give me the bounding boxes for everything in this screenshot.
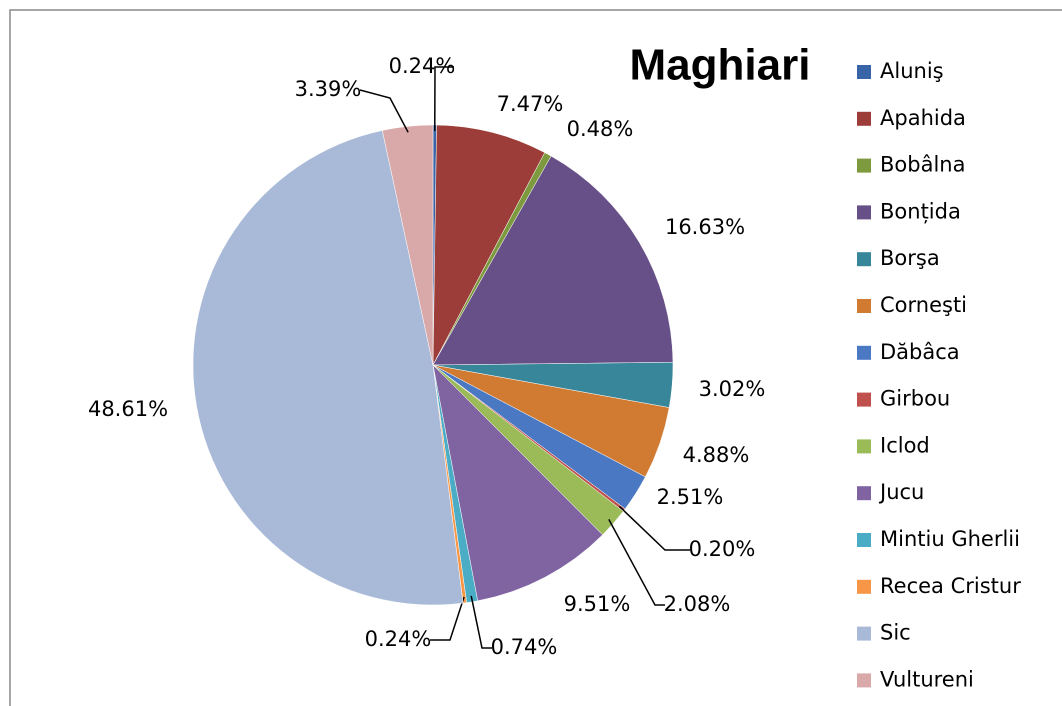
- legend-swatch: [857, 626, 871, 641]
- data-label: 2.51%: [657, 485, 724, 509]
- data-label: 0.74%: [491, 635, 558, 659]
- leader-line: [470, 595, 492, 649]
- legend-label: Aluniş: [880, 59, 944, 83]
- pie-slice: [432, 124, 546, 366]
- legend-label: Bonțida: [880, 199, 961, 223]
- leader-line: [430, 596, 465, 641]
- legend-label: Corneşti: [880, 293, 967, 317]
- data-label: 4.88%: [683, 443, 750, 467]
- legend-swatch: [857, 111, 871, 126]
- legend-label: Vultureni: [880, 667, 974, 691]
- pie-slice: [432, 364, 603, 602]
- leader-line: [434, 66, 454, 132]
- legend-label: Jucu: [878, 480, 924, 504]
- data-label: 0.48%: [567, 117, 634, 141]
- legend-label: Mintiu Gherlii: [880, 527, 1020, 551]
- legend-label: Borşa: [880, 246, 940, 270]
- data-label: 3.02%: [699, 377, 766, 401]
- chart-title: Maghiari: [630, 41, 811, 90]
- pie-slice: [192, 130, 464, 606]
- legend-swatch: [857, 65, 871, 79]
- legend-swatch: [857, 579, 871, 594]
- legend-label: Recea Cristur: [880, 574, 1021, 598]
- legend-label: Bobâlna: [880, 153, 965, 177]
- pie-slice: [381, 124, 434, 366]
- data-label: 9.51%: [564, 592, 631, 616]
- data-label: 0.24%: [389, 54, 456, 78]
- legend-swatch: [857, 299, 871, 313]
- data-label: 7.47%: [497, 92, 564, 116]
- legend-label: Girbou: [880, 387, 950, 411]
- data-label: 2.08%: [664, 592, 731, 616]
- legend-swatch: [857, 533, 871, 547]
- leader-line: [618, 505, 690, 551]
- pie-slice: [432, 155, 674, 366]
- legend-swatch: [857, 158, 871, 173]
- legend-label: Dăbâca: [880, 340, 960, 364]
- legend-swatch: [857, 486, 871, 501]
- legend-swatch: [857, 252, 871, 267]
- legend-swatch: [857, 345, 871, 360]
- legend-label: Sic: [880, 621, 911, 645]
- legend-label: Apahida: [880, 106, 966, 130]
- leader-line: [608, 519, 665, 606]
- data-label: 0.24%: [365, 627, 432, 651]
- data-label: 0.20%: [689, 537, 756, 561]
- legend-swatch: [857, 673, 871, 688]
- legend-swatch: [857, 392, 871, 407]
- legend-swatch: [857, 205, 871, 220]
- data-label: 16.63%: [665, 215, 745, 239]
- legend-swatch: [857, 439, 871, 454]
- data-label: 3.39%: [295, 77, 362, 101]
- data-label: 48.61%: [88, 397, 168, 421]
- legend-label: Iclod: [880, 433, 930, 457]
- leader-line: [359, 89, 409, 133]
